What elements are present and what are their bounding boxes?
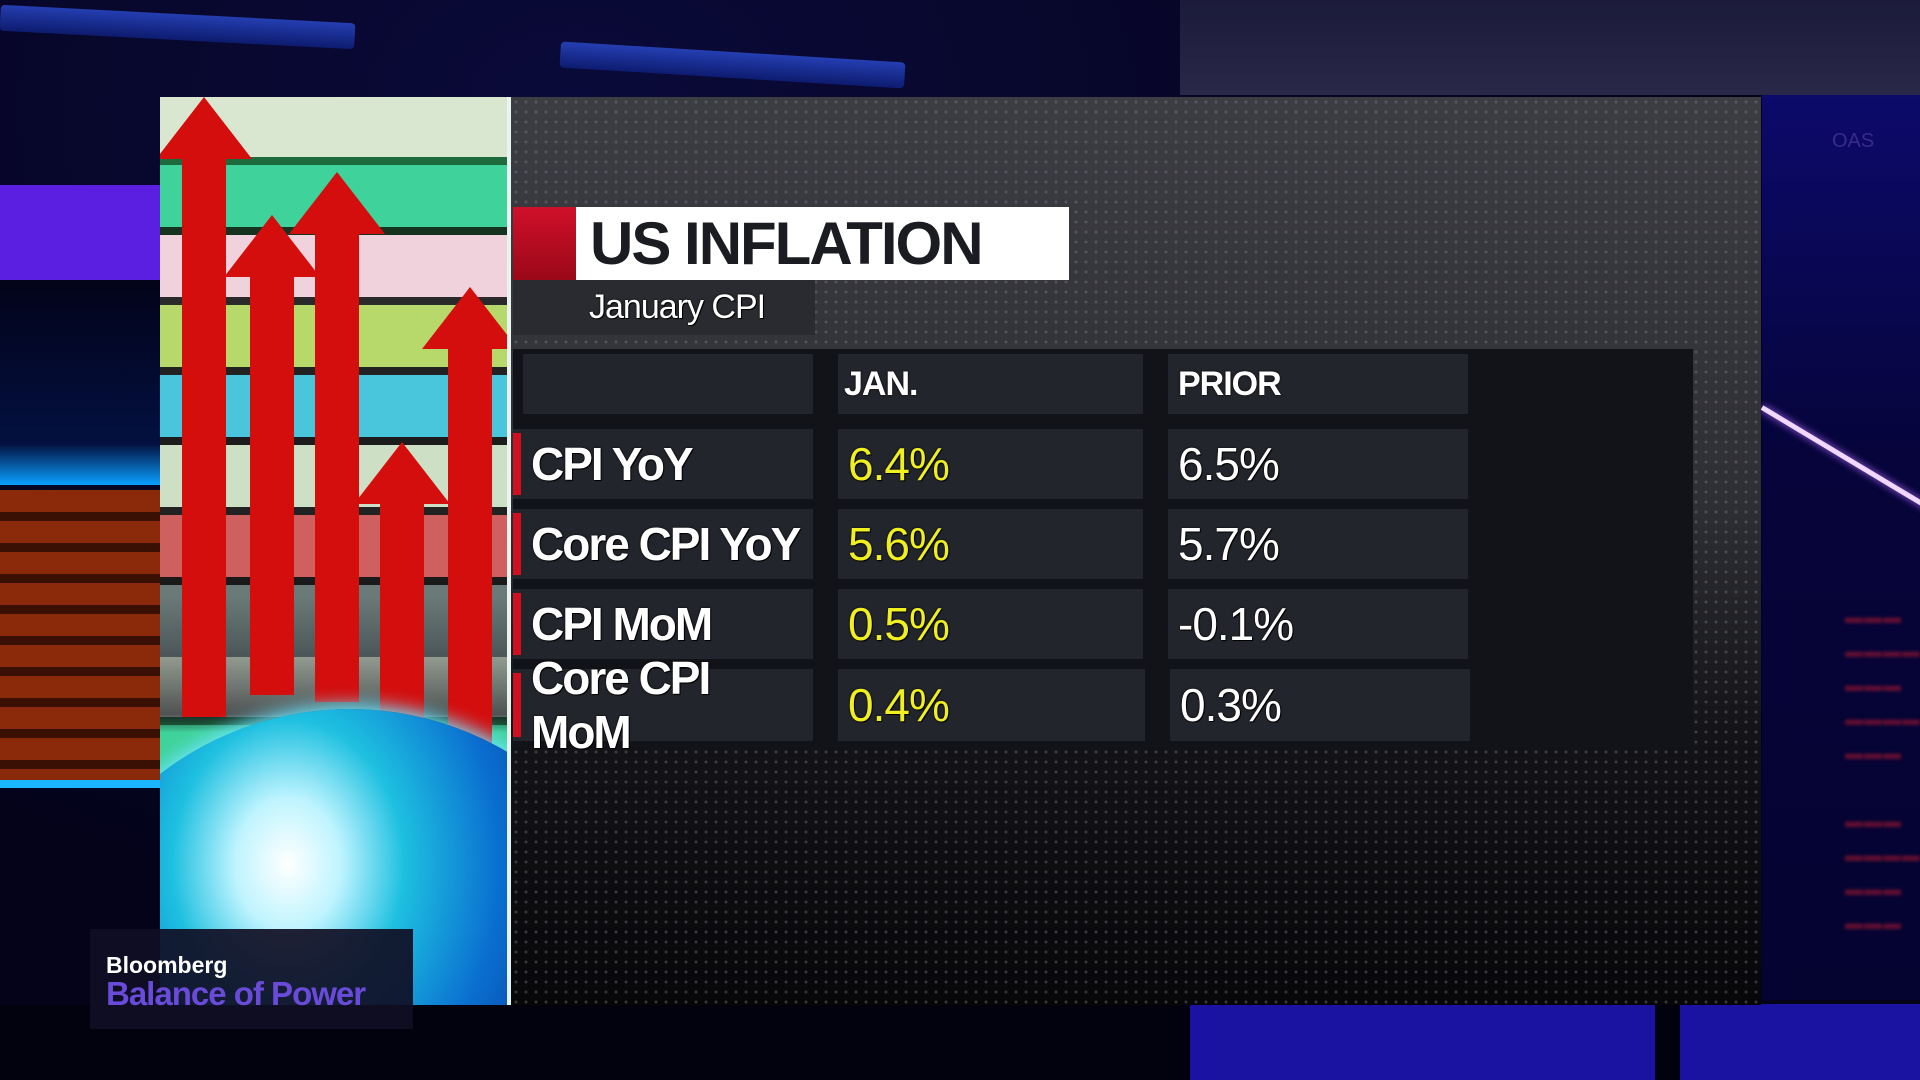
column-header-prior: PRIOR	[1178, 364, 1282, 403]
studio-desk-panel	[1680, 1004, 1920, 1080]
row-label: CPI YoY	[531, 438, 694, 490]
table-cell-jan: 6.4%	[838, 429, 1143, 499]
prior-value: -0.1%	[1178, 598, 1294, 650]
red-up-arrow-icon	[422, 287, 507, 787]
row-accent-bar	[513, 593, 521, 655]
red-up-arrow-icon	[354, 442, 450, 722]
subtitle-box: January CPI	[513, 280, 815, 335]
prior-value: 5.7%	[1178, 518, 1280, 570]
header-cell-jan: JAN.	[838, 354, 1143, 414]
jan-value: 5.6%	[848, 518, 950, 570]
table-cell-jan: 5.6%	[838, 509, 1143, 579]
studio-ticker-blur: ▬▬▬ ▬▬▬▬ ▬▬▬ ▬▬▬▬ ▬▬▬ ▬▬▬ ▬▬▬▬ ▬▬▬ ▬▬▬	[1845, 607, 1920, 933]
red-up-arrow-icon	[289, 172, 385, 702]
table-row-label-cell: Core CPI YoY	[513, 509, 813, 579]
table-row-label-cell: CPI MoM	[513, 589, 813, 659]
jan-value: 6.4%	[848, 438, 950, 490]
row-accent-bar	[513, 673, 521, 737]
show-name: Balance of Power	[106, 975, 366, 1012]
row-label: CPI MoM	[531, 598, 713, 650]
row-label: Core CPI MoM	[531, 652, 711, 758]
cpi-table: JAN. PRIOR CPI YoY 6.4% 6.5% Core CPI Yo…	[513, 349, 1693, 758]
red-up-arrow-icon	[160, 97, 252, 717]
inflation-graphic: US INFLATION January CPI JAN. PRIOR CPI …	[511, 97, 1761, 1005]
studio-wall-text: OAS	[1832, 130, 1875, 152]
studio-left-neon-wall	[0, 185, 165, 280]
studio-left-wall	[0, 280, 165, 485]
table-row-label-cell: Core CPI MoM	[513, 652, 813, 758]
prior-value: 6.5%	[1178, 438, 1280, 490]
row-accent-bar	[513, 513, 521, 575]
table-cell-prior: 0.3%	[1170, 669, 1470, 741]
title-box: US INFLATION	[576, 207, 1069, 280]
table-row-label-cell: CPI YoY	[513, 429, 813, 499]
video-wall: US INFLATION January CPI JAN. PRIOR CPI …	[160, 97, 1761, 1005]
title-accent	[513, 207, 576, 280]
studio-left-glow	[0, 780, 165, 788]
table-cell-prior: -0.1%	[1168, 589, 1468, 659]
jan-value: 0.5%	[848, 598, 950, 650]
jan-value: 0.4%	[848, 679, 950, 731]
header-cell-prior: PRIOR	[1168, 354, 1468, 414]
table-cell-prior: 5.7%	[1168, 509, 1468, 579]
inflation-photo	[160, 97, 507, 1005]
studio-upper-wall	[1180, 0, 1920, 95]
table-cell-prior: 6.5%	[1168, 429, 1468, 499]
studio-right-wall	[1762, 95, 1920, 1000]
row-accent-bar	[513, 433, 521, 495]
header-cell-label	[523, 354, 813, 414]
prior-value: 0.3%	[1180, 679, 1282, 731]
column-header-jan: JAN.	[844, 364, 918, 403]
graphic-title: US INFLATION	[590, 210, 984, 277]
table-cell-jan: 0.4%	[838, 669, 1145, 741]
panel-divider	[507, 97, 511, 1005]
studio-wood-slats	[0, 490, 165, 780]
studio-desk-panel	[1190, 1004, 1655, 1080]
red-up-arrow-icon	[224, 215, 320, 695]
bloomberg-logo: Bloomberg	[106, 952, 228, 978]
row-label: Core CPI YoY	[531, 518, 801, 570]
show-logo-bug: Bloomberg Balance of Power	[90, 929, 413, 1029]
table-cell-jan: 0.5%	[838, 589, 1143, 659]
graphic-subtitle: January CPI	[589, 288, 766, 326]
